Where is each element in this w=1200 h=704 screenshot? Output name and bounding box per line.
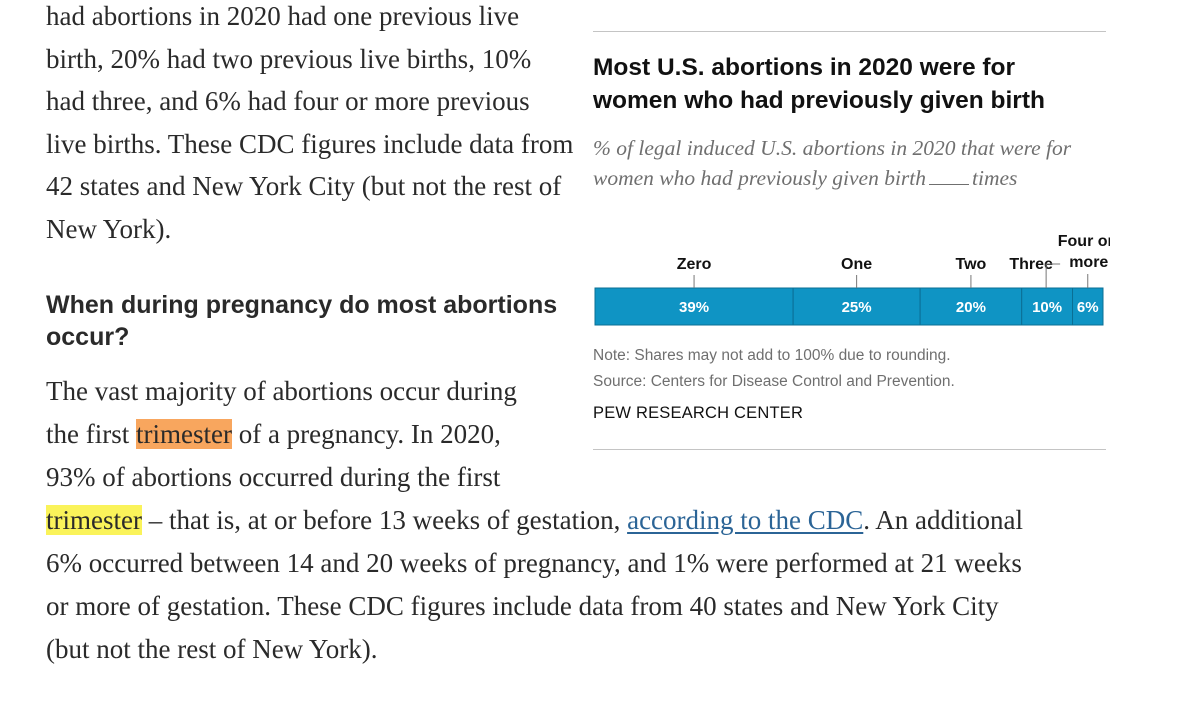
category-label-three: Three (1009, 256, 1053, 273)
value-label-one: 25% (842, 299, 872, 316)
bar-segment-zero (594, 287, 794, 326)
value-label-four-or-more: 6% (1077, 299, 1099, 316)
article-line-6: or more of gestation. These CDC figures … (46, 591, 999, 622)
highlight-trimester-yellow: trimester (46, 505, 142, 535)
article-line-5: 6% occurred between 14 and 20 weeks of p… (46, 548, 1022, 579)
chart-subtitle: % of legal induced U.S. abortions in 202… (593, 133, 1093, 193)
chart-note: Note: Shares may not add to 100% due to … (593, 347, 951, 364)
value-label-three: 10% (1032, 299, 1062, 316)
article-line-1: The vast majority of abortions occur dur… (46, 376, 517, 407)
line-text: of a pregnancy. In 2020, (231, 419, 501, 449)
category-label-zero: Zero (677, 256, 712, 273)
chart-subtitle-text: % of legal induced U.S. abortions in 202… (593, 136, 1072, 190)
chart-top-divider (593, 31, 1106, 32)
article-line-3: 93% of abortions occurred during the fir… (46, 462, 500, 493)
chart-source: Source: Centers for Disease Control and … (593, 373, 955, 390)
line-text: (but not the rest of New York). (46, 634, 378, 664)
line-text: 6% occurred between 14 and 20 weeks of p… (46, 548, 1022, 578)
bar-segment-one (792, 287, 921, 326)
category-tick-three (1045, 263, 1061, 288)
bar-segment-three (1021, 287, 1074, 326)
pew-credit: PEW RESEARCH CENTER (593, 404, 804, 422)
stacked-bar-chart: 39% Zero 25% One 20% Two 10% Three 6% Four or more (594, 233, 1110, 326)
article-line-7: (but not the rest of New York). (46, 634, 377, 665)
line-text: – that is, at or before 13 weeks of gest… (141, 505, 628, 535)
category-label-one: One (841, 256, 872, 273)
value-label-zero: 39% (679, 299, 709, 316)
category-label-four-or-more: Four or more (1058, 233, 1110, 271)
highlight-trimester-orange: trimester (135, 419, 232, 449)
line-text: the first (46, 419, 136, 449)
line-text: 93% of abortions occurred during the fir… (46, 462, 501, 492)
chart-title: Most U.S. abortions in 2020 were for wom… (593, 54, 1045, 114)
article-paragraph-previous-births: had abortions in 2020 had one previous l… (46, 1, 574, 244)
line-text: or more of gestation. These CDC figures … (46, 591, 999, 621)
line-text: . An additional (863, 505, 1024, 535)
article-line-2: the first trimester of a pregnancy. In 2… (46, 419, 501, 450)
article-line-4: trimester – that is, at or before 13 wee… (46, 505, 1023, 536)
cdc-link[interactable]: according to the CDC (627, 505, 864, 535)
chart-subtitle-suffix: times (972, 166, 1018, 190)
section-heading: When during pregnancy do most abortions … (46, 291, 558, 351)
category-label-two: Two (956, 256, 987, 273)
chart-bottom-divider (593, 449, 1106, 450)
subtitle-blank (929, 166, 970, 185)
value-label-two: 20% (956, 299, 986, 316)
line-text: The vast majority of abortions occur dur… (46, 376, 517, 406)
bar-segment-four-or-more (1072, 287, 1104, 326)
